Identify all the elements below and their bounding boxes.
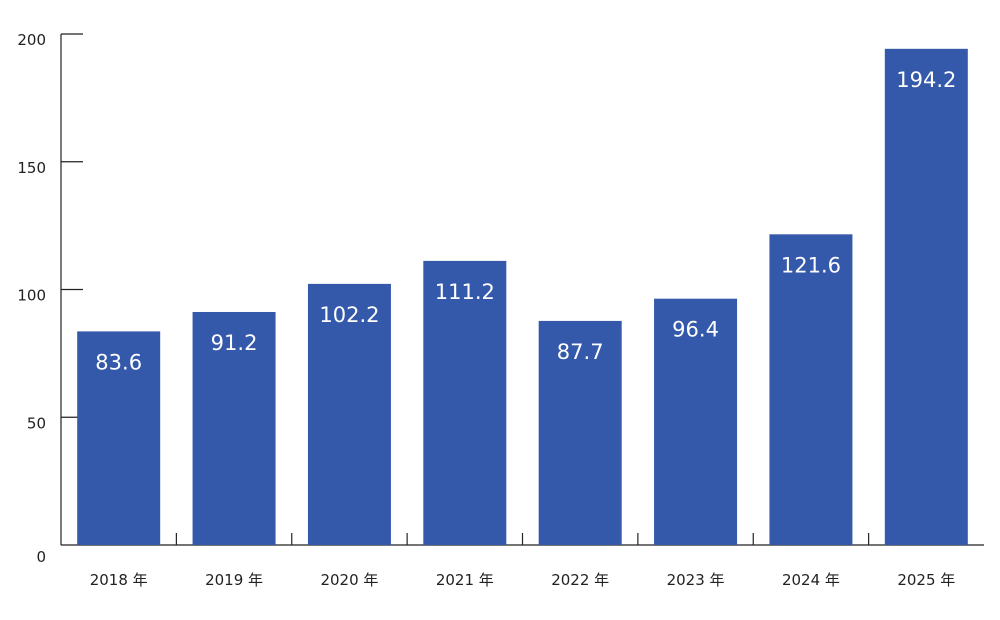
y-tick-label: 0 xyxy=(36,548,46,566)
bar-value-label: 194.2 xyxy=(896,68,956,92)
bar xyxy=(423,260,507,545)
category-label: 2021 年 xyxy=(436,571,494,589)
bar-value-label: 83.6 xyxy=(95,350,142,374)
bars xyxy=(77,48,968,545)
bar-value-label: 91.2 xyxy=(211,331,258,355)
category-label: 2018 年 xyxy=(90,571,148,589)
category-label: 2022 年 xyxy=(551,571,609,589)
y-tick-label: 100 xyxy=(17,287,46,305)
y-tick-label: 200 xyxy=(17,31,46,49)
bar xyxy=(538,320,622,545)
y-axis: 0 50 100 150 200 xyxy=(17,31,83,566)
bar xyxy=(654,298,738,545)
bar xyxy=(307,283,391,545)
category-label: 2023 年 xyxy=(667,571,725,589)
bar-labels: 83.6 91.2 102.2 111.2 87.7 96.4 121.6 194.2 xyxy=(95,68,956,375)
category-label: 2024 年 xyxy=(782,571,840,589)
bar-value-label: 87.7 xyxy=(557,340,604,364)
category-label: 2025 年 xyxy=(897,571,955,589)
category-labels: 2018 年 2019 年 2020 年 2021 年 2022 年 2023 年 2024… xyxy=(90,571,956,589)
bar-value-label: 111.2 xyxy=(435,280,495,304)
category-label: 2019 年 xyxy=(205,571,263,589)
bar xyxy=(884,48,968,545)
bar xyxy=(77,331,161,545)
bar-value-label: 121.6 xyxy=(781,253,841,277)
bar xyxy=(769,234,853,545)
y-tick-label: 150 xyxy=(17,159,46,177)
bar-value-label: 96.4 xyxy=(672,318,719,342)
bar xyxy=(192,311,276,545)
category-label: 2020 年 xyxy=(320,571,378,589)
bar-value-label: 102.2 xyxy=(319,303,379,327)
y-tick-label: 50 xyxy=(27,414,46,432)
